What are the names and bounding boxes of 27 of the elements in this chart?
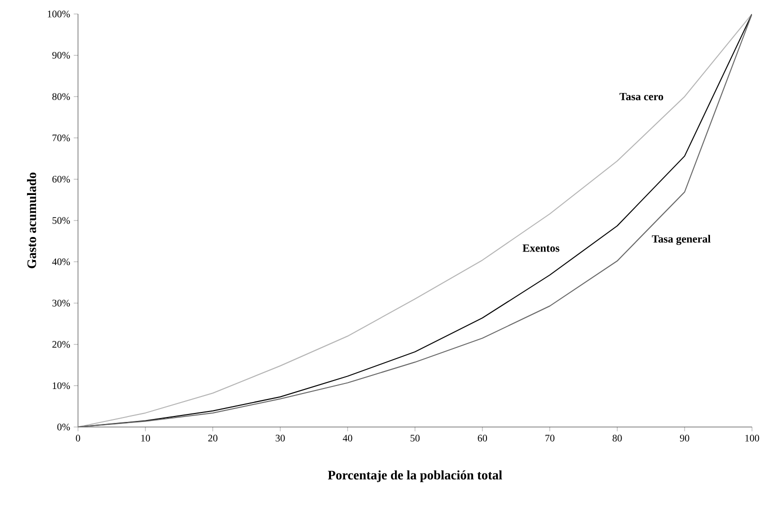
y-tick-label: 30% [52,300,70,306]
x-tick-label: 10 [141,434,150,442]
y-tick-label: 90% [52,52,70,59]
series-label: Exentos [522,244,560,252]
y-tick-label: 60% [52,176,70,183]
y-tick-label: 20% [52,341,70,348]
y-tick-label: 70% [52,134,70,142]
x-tick-label: 100 [745,434,760,442]
y-tick-label: 40% [52,258,70,266]
x-tick-label: 40 [342,434,352,442]
series-label: Tasa cero [620,92,664,100]
x-tick-label: 90 [680,434,690,442]
y-tick-label: 0% [57,424,70,430]
x-tick-label: 60 [478,434,488,442]
x-tick-label: 20 [208,434,218,442]
x-tick-label: 30 [276,434,285,442]
y-axis-title: Gasto acumulado [27,172,36,268]
y-tick-label: 80% [52,93,70,100]
series-label: Tasa general [652,234,711,245]
y-tick-label: 10% [52,382,70,390]
y-tick-label: 100% [48,10,70,18]
x-tick-label: 70 [545,434,554,442]
x-tick-label: 50 [410,434,420,442]
x-tick-label: 80 [612,434,622,442]
x-tick-label: 0 [76,434,80,442]
y-tick-label: 50% [52,217,70,224]
x-axis-title: Porcentaje de la población total [328,470,502,482]
